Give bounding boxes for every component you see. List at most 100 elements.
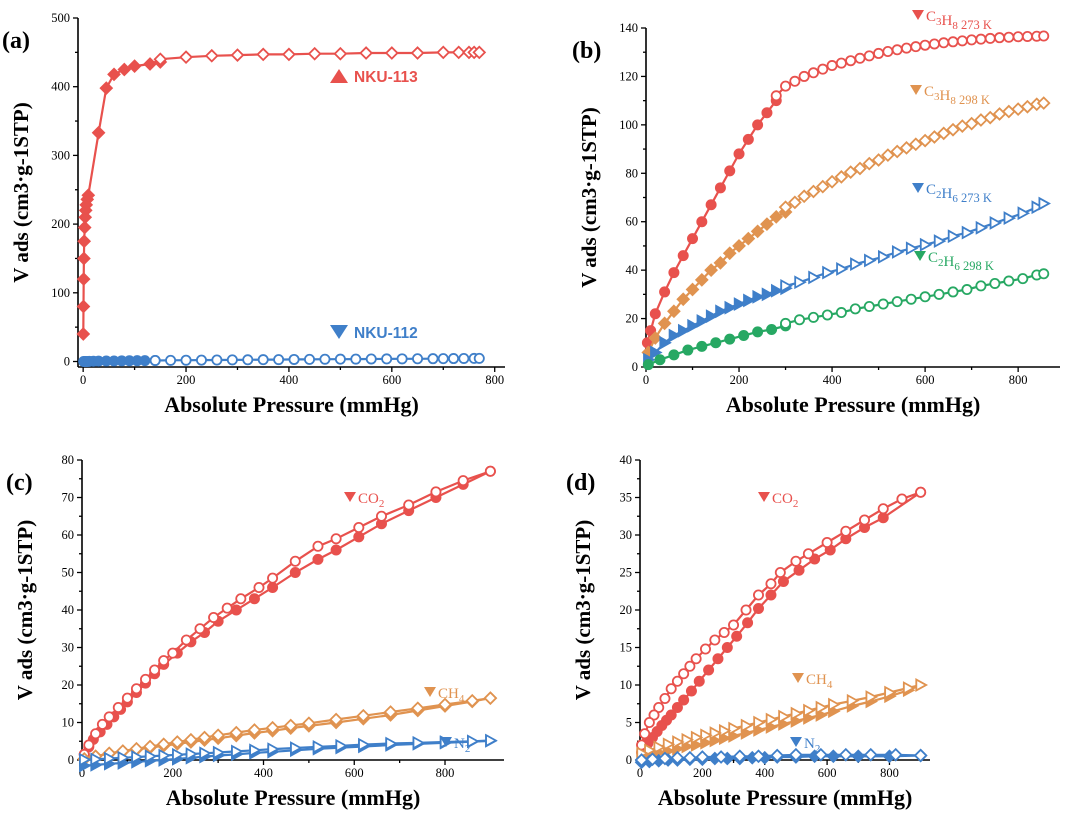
desorption-point <box>375 510 387 522</box>
desorption-point <box>770 90 782 102</box>
desorption-point <box>807 67 819 79</box>
desorption-point <box>938 37 950 49</box>
legend-entry: CH4 <box>424 686 465 705</box>
desorption-point <box>384 46 399 60</box>
desorption-point <box>653 702 665 714</box>
y-axis-label: V ads (cm3·g-1STP) <box>577 107 601 287</box>
desorption-point <box>864 253 877 268</box>
desorption-point <box>653 740 666 755</box>
y-tick-label: 10 <box>62 716 75 730</box>
desorption-point <box>312 540 324 552</box>
y-axis-label: V ads (cm3·g-1STP) <box>13 520 37 700</box>
desorption-point <box>1036 96 1051 110</box>
desorption-point <box>947 286 959 298</box>
desorption-point <box>1011 102 1026 116</box>
x-tick-label: 400 <box>823 373 842 387</box>
y-axis-label: V ads (cm3·g-1STP) <box>571 520 595 700</box>
adsorption-point <box>712 653 724 665</box>
desorption-point <box>850 257 863 272</box>
legend-label: CO2 <box>358 491 384 510</box>
desorption-point <box>195 354 207 366</box>
desorption-point <box>427 353 439 365</box>
x-tick-label: 400 <box>280 373 299 387</box>
desorption-point <box>83 739 95 751</box>
desorption-point <box>658 751 672 766</box>
desorption-point <box>180 634 192 646</box>
legend-marker-icon <box>424 687 436 697</box>
adsorption-point <box>704 263 718 278</box>
desorption-point <box>304 353 316 365</box>
desorption-point <box>845 55 857 67</box>
desorption-point <box>838 747 853 762</box>
desorption-point <box>639 728 651 740</box>
y-tick-label: 200 <box>51 217 70 231</box>
adsorption-point <box>230 604 242 616</box>
y-tick-label: 25 <box>620 566 633 580</box>
desorption-point <box>863 747 878 762</box>
series-n2 <box>79 733 498 773</box>
desorption-point <box>172 747 185 762</box>
adsorption-point <box>742 133 754 145</box>
desorption-point <box>778 200 793 215</box>
desorption-point <box>179 50 193 65</box>
adsorption-point <box>761 107 773 119</box>
y-tick-label: 80 <box>626 166 639 180</box>
desorption-point <box>335 738 348 753</box>
desorption-point <box>684 660 696 672</box>
x-axis-label: Absolute Pressure (mmHg) <box>164 392 419 417</box>
desorption-point <box>790 706 804 721</box>
legend-label: C2H6 298 K <box>928 250 994 273</box>
adsorption-point <box>91 125 106 140</box>
y-tick-label: 30 <box>620 528 633 542</box>
y-tick-label: 0 <box>632 360 638 374</box>
series-ch4 <box>636 678 928 764</box>
x-tick-label: 0 <box>79 766 85 780</box>
legend-label: C3H8 298 K <box>924 84 990 107</box>
adsorption-point <box>267 582 279 594</box>
y-tick-label: 70 <box>62 491 75 505</box>
adsorption-point <box>77 251 91 266</box>
desorption-point <box>485 733 498 748</box>
desorption-point <box>1001 104 1016 119</box>
desorption-point <box>797 189 812 204</box>
adsorption-point <box>731 630 743 642</box>
desorption-point <box>933 288 945 300</box>
x-tick-label: 400 <box>755 766 774 780</box>
series-c2h6-298-k <box>642 268 1050 371</box>
chart-panel-3: 0 200 400 600 800 0 10 20 30 40 50 60 70 80 (c) Absolut… <box>6 453 504 810</box>
desorption-point <box>927 130 942 144</box>
desorption-point <box>780 80 792 92</box>
adsorption-point <box>353 531 365 543</box>
desorption-point <box>410 46 425 60</box>
desorption-point <box>728 619 740 631</box>
legend-label: NKU-112 <box>354 325 418 342</box>
adsorption-point <box>851 749 866 764</box>
legend-entry: C2H6 273 K <box>912 182 992 205</box>
series-c3h8-298-k <box>641 96 1051 360</box>
adsorption-point <box>732 239 746 253</box>
desorption-point <box>256 47 271 62</box>
desorption-point <box>700 728 713 743</box>
desorption-point <box>467 734 480 749</box>
panel-label: (d) <box>566 470 595 496</box>
legend-label: CO2 <box>772 491 798 510</box>
desorption-point <box>683 750 697 765</box>
y-tick-label: 40 <box>626 263 639 277</box>
desorption-point <box>1003 211 1017 226</box>
adsorption-point <box>76 272 91 286</box>
adsorption-point <box>733 148 745 160</box>
desorption-point <box>143 739 157 754</box>
y-tick-label: 140 <box>619 21 638 35</box>
x-axis-label: Absolute Pressure (mmHg) <box>658 785 913 810</box>
desorption-point <box>933 234 947 249</box>
adsorption-point <box>682 344 694 356</box>
desorption-point <box>302 716 316 731</box>
desorption-point <box>319 353 331 365</box>
legend-marker-icon <box>910 85 922 95</box>
y-tick-label: 100 <box>619 118 638 132</box>
desorption-point <box>803 703 816 718</box>
x-tick-label: 800 <box>1009 373 1028 387</box>
adsorption-point <box>645 325 657 337</box>
adsorption-point <box>765 589 777 601</box>
